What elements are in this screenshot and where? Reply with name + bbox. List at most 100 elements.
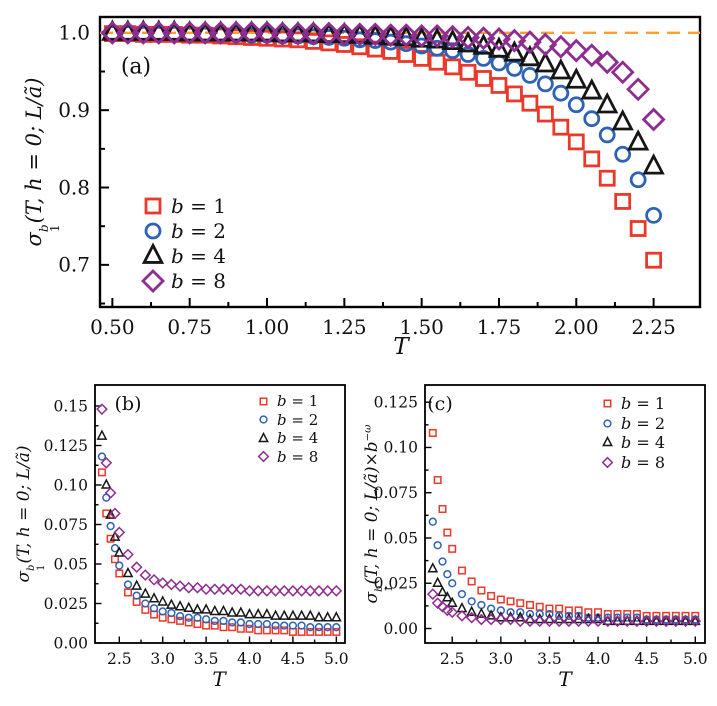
y-tick-label: 0.7 xyxy=(58,253,90,277)
y-tick-label: 0.10 xyxy=(383,439,418,457)
x-tick-label: 5.0 xyxy=(324,650,349,668)
panel-b-y-axis-label: σ b 1 (T, h = 0; L/ã) xyxy=(13,445,47,583)
legend-item-b8: b = 8 xyxy=(256,448,318,467)
panel-a-y-axis-label: σ b 1 (T, h = 0; L/ã) xyxy=(22,77,63,247)
x-axis-ticks xyxy=(451,636,696,643)
legend-marker-square-icon xyxy=(259,397,268,406)
y-tick-label: 0.00 xyxy=(383,620,418,638)
legend-marker-circle-icon xyxy=(144,222,162,239)
x-tick-label: 5.0 xyxy=(683,650,708,668)
panel-c-annotation: (c) xyxy=(427,393,453,415)
sigma-symbol: σ xyxy=(13,570,34,583)
legend-marker-circle-icon xyxy=(259,415,268,424)
tick-labels: 2.5 3.0 3.5 4.0 4.5 5.0 0.00 0.025 0.05 0.075 0.10… xyxy=(44,397,349,668)
legend-label: b = 1 xyxy=(277,392,319,411)
panel-c-y-axis-label: σ b 1 (T, h = 0; L/ã)×b−ω xyxy=(361,424,395,604)
sigma-symbol: σ xyxy=(361,591,382,604)
x-axis-ticks xyxy=(111,298,655,307)
x-tick-label: 2.5 xyxy=(107,650,132,668)
legend-item-b4: b = 4 xyxy=(256,429,318,448)
legend-item-b4: b = 4 xyxy=(600,433,665,453)
x-tick-label: 0.75 xyxy=(167,315,212,339)
x-axis-ticks xyxy=(118,636,338,643)
legend-item-b8: b = 8 xyxy=(141,268,226,293)
legend-label: b = 2 xyxy=(621,413,666,433)
y-tick-label: 0.075 xyxy=(374,484,418,502)
series-b1-markers xyxy=(97,468,341,636)
series-b2-markers xyxy=(428,517,700,624)
legend-marker-square-icon xyxy=(603,399,612,408)
y-axis-ticks xyxy=(100,31,109,305)
legend-label: b = 4 xyxy=(277,429,319,448)
x-tick-label: 4.0 xyxy=(237,650,262,668)
panel-b-x-axis-label: T xyxy=(212,667,226,691)
exponent-minus-omega: −ω xyxy=(362,424,374,442)
x-tick-label: 1.50 xyxy=(399,315,444,339)
panel-a-plot: 0.50 0.75 1.00 1.25 1.50 1.75 2.00 2.25 0.7 0.8 0.… xyxy=(58,15,702,339)
x-tick-label: 4.0 xyxy=(586,650,611,668)
x-tick-label: 4.5 xyxy=(634,650,659,668)
legend-marker-square-icon xyxy=(144,197,162,214)
legend-label: b = 2 xyxy=(171,218,227,243)
legend-item-b2: b = 2 xyxy=(600,414,665,434)
legend-item-b2: b = 2 xyxy=(256,411,318,430)
legend-marker-diamond-icon xyxy=(601,456,614,469)
y-tick-label: 0.05 xyxy=(53,555,88,573)
panel-a-annotation: (a) xyxy=(120,54,152,80)
sigma-symbol: σ xyxy=(22,232,47,247)
panel-b-annotation: (b) xyxy=(114,393,142,415)
series-b8-markers xyxy=(100,20,666,132)
y-tick-label: 0.10 xyxy=(53,476,88,494)
legend-item-b4: b = 4 xyxy=(141,241,227,268)
x-tick-label: 1.00 xyxy=(245,315,290,339)
x-tick-label: 1.25 xyxy=(322,315,367,339)
y-tick-label: 0.15 xyxy=(53,397,88,415)
x-tick-label: 1.75 xyxy=(477,315,522,339)
legend-item-b2: b = 2 xyxy=(141,218,226,243)
legend-label: b = 8 xyxy=(277,447,319,466)
x-tick-label: 4.5 xyxy=(281,650,306,668)
x-tick-label: 3.5 xyxy=(537,650,562,668)
legend-item-b1: b = 1 xyxy=(600,394,665,414)
y-tick-label: 0.125 xyxy=(374,393,418,411)
x-tick-label: 3.5 xyxy=(194,650,219,668)
legend-label: b = 8 xyxy=(171,268,227,293)
panel-c-plot: 2.5 3.0 3.5 4.0 4.5 5.0 0.00 0.025 0.05 0.075 0.10… xyxy=(374,384,708,668)
y-tick-label: 0.9 xyxy=(58,98,90,122)
legend-marker-triangle-icon xyxy=(602,436,613,447)
y-tick-label: 1.0 xyxy=(58,21,90,45)
y-axis-ticks xyxy=(95,405,102,644)
x-tick-label: 2.00 xyxy=(554,315,599,339)
x-tick-label: 2.5 xyxy=(440,650,465,668)
axes-box xyxy=(98,15,702,309)
panel-b-plot: 2.5 3.0 3.5 4.0 4.5 5.0 0.00 0.025 0.05 0.075 0.10… xyxy=(44,384,349,668)
series-b4-markers xyxy=(427,562,701,626)
legend-marker-diamond-icon xyxy=(257,450,270,463)
x-tick-label: 0.50 xyxy=(90,315,135,339)
x-tick-label: 3.0 xyxy=(489,650,514,668)
y-tick-label: 0.00 xyxy=(53,634,88,652)
legend-label: b = 4 xyxy=(621,433,666,453)
legend-item-b1: b = 1 xyxy=(141,193,226,218)
legend-label: b = 4 xyxy=(171,243,227,268)
legend-label: b = 1 xyxy=(171,193,227,218)
legend-marker-triangle-icon xyxy=(141,241,165,264)
legend-marker-diamond-icon xyxy=(141,268,165,293)
legend-label: b = 8 xyxy=(621,452,666,472)
series-b2-markers xyxy=(97,452,341,632)
y-tick-label: 0.125 xyxy=(44,437,88,455)
legend-label: b = 2 xyxy=(277,410,319,429)
x-tick-label: 3.0 xyxy=(150,650,175,668)
legend-marker-circle-icon xyxy=(603,419,612,428)
axes-box xyxy=(94,384,346,644)
tick-labels: 0.50 0.75 1.00 1.25 1.50 1.75 2.00 2.25 0.7 0.8 0.… xyxy=(58,21,676,339)
y-tick-label: 0.075 xyxy=(44,516,88,534)
y-tick-label: 0.05 xyxy=(383,529,418,547)
legend-label: b = 1 xyxy=(621,394,666,414)
legend-item-b1: b = 1 xyxy=(256,392,318,411)
series-b8-markers xyxy=(426,588,702,628)
